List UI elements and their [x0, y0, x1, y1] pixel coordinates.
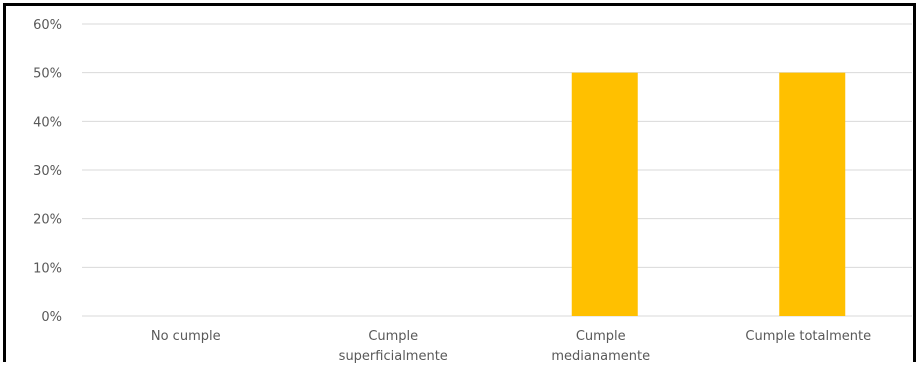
x-category-label: Cumple — [576, 329, 626, 344]
bar — [571, 72, 638, 317]
gridlines — [82, 23, 912, 317]
y-tick-label: 10% — [33, 261, 62, 276]
x-category-label: Cumple — [368, 329, 418, 344]
chart-frame — [3, 3, 916, 362]
y-tick-label: 30% — [33, 164, 62, 179]
bar — [779, 72, 846, 317]
y-tick-label: 50% — [33, 67, 62, 82]
y-tick-label: 20% — [33, 213, 62, 228]
x-axis-category-labels: No cumple Cumple superficialmente Cumple med… — [151, 329, 871, 364]
y-axis-tick-labels: 0% 10% 20% 30% 40% 50% 60% — [33, 18, 62, 325]
x-category-label: No cumple — [151, 329, 221, 344]
x-category-label: medianamente — [551, 349, 650, 364]
x-category-label: Cumple totalmente — [745, 329, 871, 344]
y-tick-label: 40% — [33, 115, 62, 130]
y-tick-label: 0% — [41, 310, 62, 325]
bars — [571, 72, 846, 317]
x-category-label: superficialmente — [339, 349, 448, 364]
y-tick-label: 60% — [33, 18, 62, 33]
